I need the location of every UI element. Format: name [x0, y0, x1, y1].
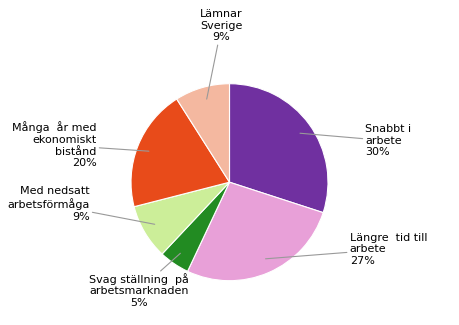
Text: Längre  tid till
arbete
27%: Längre tid till arbete 27% [265, 233, 427, 266]
Text: Med nedsatt
arbetsförmåga
9%: Med nedsatt arbetsförmåga 9% [7, 186, 155, 224]
Wedge shape [162, 182, 230, 271]
Wedge shape [188, 182, 323, 281]
Text: Svag ställning  på
arbetsmarknaden
5%: Svag ställning på arbetsmarknaden 5% [89, 253, 189, 308]
Wedge shape [134, 182, 230, 254]
Text: Snabbt i
arbete
30%: Snabbt i arbete 30% [300, 124, 412, 157]
Text: Lämnar
Sverige
9%: Lämnar Sverige 9% [200, 9, 243, 99]
Text: Många  år med
ekonomiskt
bistånd
20%: Många år med ekonomiskt bistånd 20% [12, 122, 149, 168]
Wedge shape [131, 99, 230, 207]
Wedge shape [177, 84, 230, 182]
Wedge shape [230, 84, 328, 213]
